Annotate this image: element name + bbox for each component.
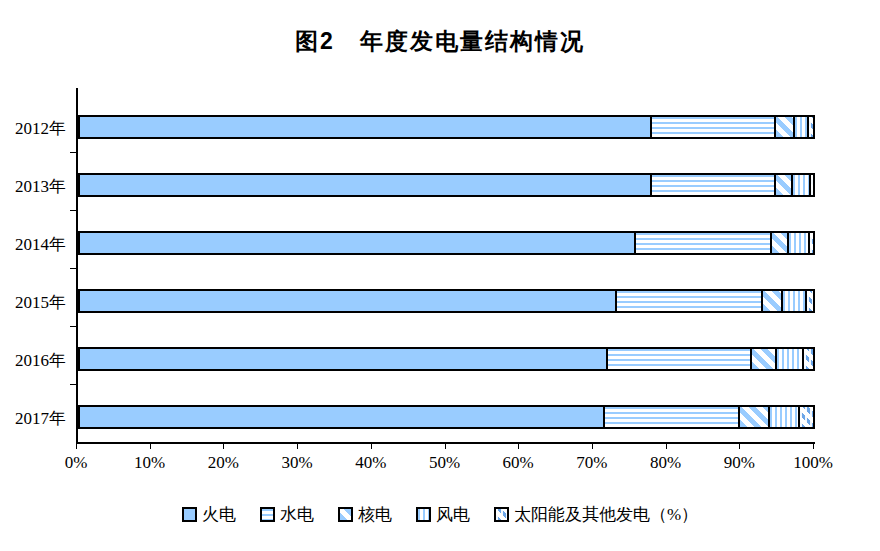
- bar-segment: [80, 291, 617, 311]
- x-axis-tick: [150, 442, 151, 449]
- legend-label: 太阳能及其他发电（%）: [514, 503, 698, 526]
- y-axis-tick: [70, 326, 76, 327]
- bar-segment: [636, 233, 772, 253]
- bar-segment: [752, 349, 777, 369]
- y-axis-label: 2015年: [0, 291, 66, 314]
- bar-segment: [80, 407, 605, 427]
- y-axis-tick: [70, 384, 76, 385]
- y-axis-tick: [70, 210, 76, 211]
- chart-page: 图2 年度发电量结构情况 火电 水电 核电 风电 太阳能及其他发电（%） 2012年 20…: [0, 0, 880, 551]
- legend-label: 核电: [358, 503, 392, 526]
- bar-segment: [811, 175, 813, 195]
- bar-row: [78, 289, 815, 313]
- x-axis-tick: [739, 442, 740, 449]
- bar-segment: [617, 291, 763, 311]
- plot-area: [76, 88, 815, 444]
- y-axis-label: 2012年: [0, 117, 66, 140]
- legend-label: 水电: [280, 503, 314, 526]
- bar-segment: [807, 291, 813, 311]
- y-axis-tick: [70, 152, 76, 153]
- x-axis-label: 10%: [110, 453, 190, 473]
- legend-item: 水电: [260, 503, 314, 526]
- bar-segment: [783, 291, 807, 311]
- x-axis-label: 30%: [257, 453, 337, 473]
- bar-segment: [80, 233, 636, 253]
- legend-label: 风电: [436, 503, 470, 526]
- legend-swatch-icon: [182, 507, 197, 522]
- legend-item: 风电: [416, 503, 470, 526]
- x-axis-tick: [223, 442, 224, 449]
- bar-segment: [652, 175, 776, 195]
- legend-item: 火电: [182, 503, 236, 526]
- bar-segment: [772, 233, 789, 253]
- bar-segment: [795, 117, 810, 137]
- bar-segment: [608, 349, 752, 369]
- bar-segment: [809, 117, 813, 137]
- y-axis-label: 2016年: [0, 349, 66, 372]
- x-axis-label: 20%: [183, 453, 263, 473]
- bar-row: [78, 231, 815, 255]
- bar-segment: [740, 407, 770, 427]
- bar-row: [78, 405, 815, 429]
- x-axis-tick: [371, 442, 372, 449]
- legend-label: 火电: [202, 503, 236, 526]
- x-axis-label: 50%: [405, 453, 485, 473]
- legend-item: 核电: [338, 503, 392, 526]
- y-axis-label: 2013年: [0, 175, 66, 198]
- bar-row: [78, 115, 815, 139]
- bar-segment: [800, 407, 813, 427]
- x-axis-label: 60%: [478, 453, 558, 473]
- bar-segment: [789, 233, 810, 253]
- bar-segment: [793, 175, 811, 195]
- x-axis-label: 0%: [36, 453, 116, 473]
- x-axis-tick: [297, 442, 298, 449]
- bar-segment: [776, 117, 794, 137]
- bar-segment: [810, 233, 813, 253]
- x-axis-label: 80%: [626, 453, 706, 473]
- x-axis-tick: [813, 442, 814, 449]
- bar-segment: [80, 349, 608, 369]
- x-axis-tick: [666, 442, 667, 449]
- x-axis-tick: [592, 442, 593, 449]
- y-axis-label: 2014年: [0, 233, 66, 256]
- bar-segment: [652, 117, 777, 137]
- bar-segment: [770, 407, 800, 427]
- y-axis-tick: [70, 268, 76, 269]
- legend-item: 太阳能及其他发电（%）: [494, 503, 698, 526]
- bar-segment: [804, 349, 813, 369]
- bar-segment: [605, 407, 740, 427]
- bar-segment: [80, 117, 652, 137]
- bar-segment: [777, 349, 804, 369]
- x-axis-label: 100%: [773, 453, 853, 473]
- bar-segment: [80, 175, 652, 195]
- x-axis-tick: [445, 442, 446, 449]
- chart-title: 图2 年度发电量结构情况: [0, 26, 880, 57]
- legend: 火电 水电 核电 风电 太阳能及其他发电（%）: [0, 503, 880, 526]
- legend-swatch-icon: [260, 507, 275, 522]
- legend-swatch-icon: [494, 507, 509, 522]
- x-axis-tick: [518, 442, 519, 449]
- bar-row: [78, 173, 815, 197]
- legend-swatch-icon: [416, 507, 431, 522]
- x-axis-label: 90%: [699, 453, 779, 473]
- x-axis-tick: [76, 442, 77, 449]
- bar-row: [78, 347, 815, 371]
- bar-segment: [763, 291, 783, 311]
- bar-segment: [776, 175, 794, 195]
- legend-swatch-icon: [338, 507, 353, 522]
- x-axis-label: 40%: [331, 453, 411, 473]
- x-axis-label: 70%: [552, 453, 632, 473]
- y-axis-label: 2017年: [0, 407, 66, 430]
